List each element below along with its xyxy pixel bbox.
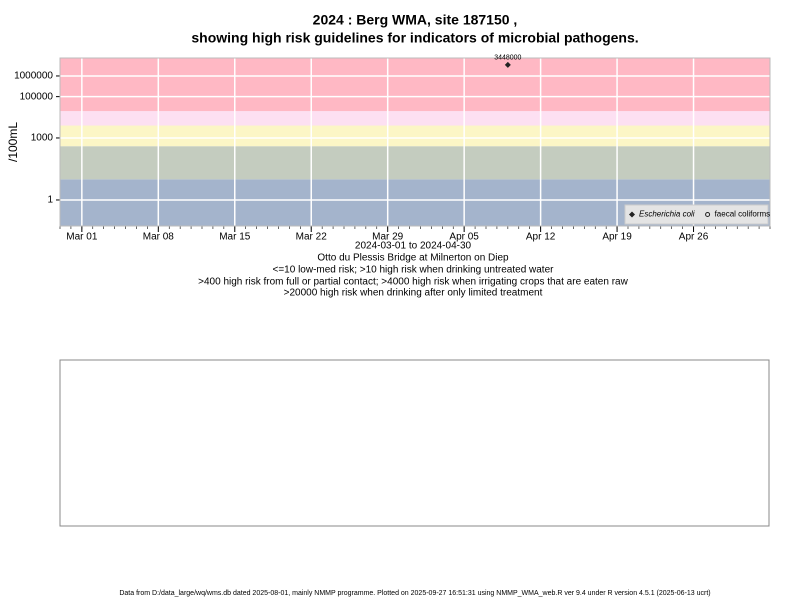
risk-band (60, 146, 770, 180)
chart-title: showing high risk guidelines for indicat… (191, 30, 638, 46)
subtitle: >20000 high risk when drinking after onl… (284, 288, 543, 299)
subtitle: <=10 low-med risk; >10 high risk when dr… (273, 265, 555, 276)
chart-title: 2024 : Berg WMA, site 187150 , (313, 12, 518, 28)
risk-band (60, 58, 770, 112)
x-tick-label: Apr 19 (602, 232, 632, 243)
risk-band (60, 125, 770, 147)
x-tick-label: Apr 05 (449, 232, 479, 243)
y-axis-label: /100mL (6, 122, 20, 162)
x-tick-label: Mar 01 (66, 232, 98, 243)
footer: Data from D:/data_large/wq/wms.db dated … (119, 590, 710, 597)
risk-band (60, 111, 770, 126)
legend-marker (629, 211, 635, 218)
legend-label: faecal coliforms (715, 210, 771, 219)
y-tick-label: 1000000 (14, 71, 53, 82)
empty-panel (59, 359, 770, 527)
data-point (504, 61, 511, 68)
x-tick-label: Mar 29 (372, 232, 404, 243)
y-tick-label: 1000 (31, 133, 54, 144)
y-tick-label: 1 (47, 195, 53, 206)
subtitle: Otto du Plessis Bridge at Milnerton on D… (317, 253, 509, 264)
legend-label: Escherichia coli (639, 210, 695, 219)
y-tick-label: 100000 (20, 91, 54, 102)
subtitle: >400 high risk from full or partial cont… (198, 277, 628, 288)
plot-frame (59, 57, 771, 227)
x-tick-label: Apr 12 (526, 232, 556, 243)
x-axis-label: 2024-03-01 to 2024-04-30 (355, 241, 472, 252)
x-tick-label: Apr 26 (679, 232, 709, 243)
data-label: 3448000 (494, 55, 521, 62)
x-tick-label: Mar 22 (296, 232, 328, 243)
x-tick-label: Mar 15 (219, 232, 251, 243)
legend-marker (705, 212, 711, 217)
x-tick-label: Mar 08 (143, 232, 175, 243)
legend-box (624, 204, 769, 225)
